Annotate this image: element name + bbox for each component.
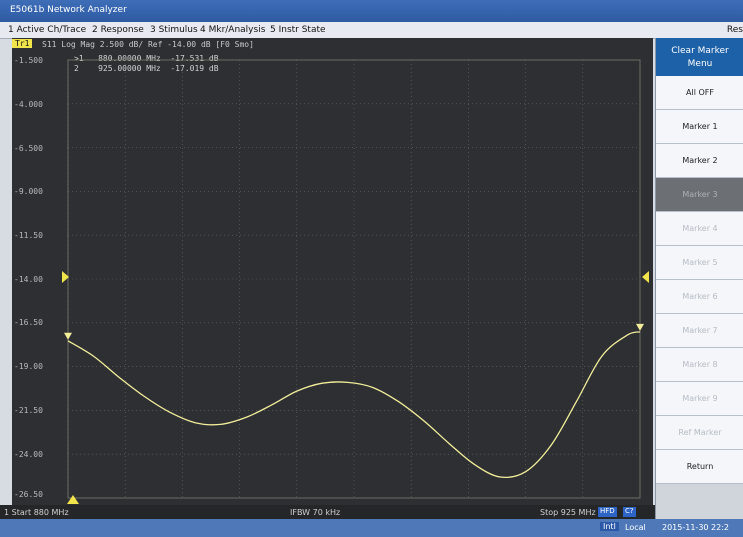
- menu-active-ch-trace[interactable]: 1 Active Ch/Trace: [8, 25, 87, 35]
- y-tick-label: -24.00: [14, 450, 43, 459]
- softkey-return[interactable]: Return: [656, 450, 743, 484]
- y-tick-label: -4.000: [14, 100, 43, 109]
- softkey-menu-title: Clear Marker Menu: [656, 38, 743, 80]
- softkey-marker-8[interactable]: Marker 8: [656, 348, 743, 382]
- softkey-marker-9[interactable]: Marker 9: [656, 382, 743, 416]
- softkey-panel: Clear Marker Menu All OFF Marker 1 Marke…: [655, 38, 743, 519]
- start-frequency[interactable]: 1 Start 880 MHz: [4, 508, 69, 517]
- softkey-marker-3[interactable]: Marker 3: [656, 178, 743, 212]
- ifbw-value[interactable]: IFBW 70 kHz: [290, 508, 341, 517]
- softkey-title-line2: Menu: [687, 59, 713, 69]
- marker-label: 2: [74, 64, 79, 73]
- y-tick-label: -16.50: [14, 318, 43, 327]
- ref-arrow-left-icon[interactable]: [62, 271, 69, 283]
- y-tick-label: -26.50: [14, 490, 43, 499]
- y-tick-label: -14.00: [14, 275, 43, 284]
- softkey-ref-marker[interactable]: Ref Marker: [656, 416, 743, 450]
- stop-frequency[interactable]: Stop 925 MHz: [540, 508, 596, 517]
- start-freq-marker-icon: [67, 495, 79, 504]
- softkey-all-off[interactable]: All OFF: [656, 76, 743, 110]
- softkey-marker-2[interactable]: Marker 2: [656, 144, 743, 178]
- y-tick-label: -19.00: [14, 362, 43, 371]
- menu-bar: 1 Active Ch/Trace 2 Response 3 Stimulus …: [0, 22, 743, 39]
- menu-mkr-analysis[interactable]: 4 Mkr/Analysis: [200, 25, 266, 35]
- taskbar-tag: Intl: [600, 522, 619, 531]
- softkey-marker-5[interactable]: Marker 5: [656, 246, 743, 280]
- marker-1[interactable]: [64, 332, 72, 340]
- grid: [67, 59, 641, 499]
- taskbar-text: Local: [625, 523, 646, 532]
- marker-1-triangle-icon[interactable]: [64, 332, 72, 340]
- menu-instr-state[interactable]: 5 Instr State: [270, 25, 326, 35]
- trace-header: Tr1 S11 Log Mag 2.500 dB/ Ref -14.00 dB …: [12, 38, 653, 52]
- marker-2[interactable]: [636, 323, 644, 331]
- y-tick-label: -11.50: [14, 231, 43, 240]
- marker-value: -17.019 dB: [170, 64, 219, 73]
- ref-arrow-right-icon[interactable]: [642, 271, 649, 283]
- softkey-marker-7[interactable]: Marker 7: [656, 314, 743, 348]
- menu-right-text[interactable]: Res: [726, 25, 743, 35]
- marker-value: -17.531 dB: [170, 54, 219, 63]
- status-tag-c: C?: [623, 507, 636, 517]
- window-title: E5061b Network Analyzer: [10, 5, 127, 15]
- marker-2-triangle-icon[interactable]: [636, 323, 644, 331]
- window-titlebar: E5061b Network Analyzer: [0, 0, 743, 22]
- softkey-title-line1: Clear Marker: [671, 46, 729, 56]
- softkey-blank: [656, 484, 743, 519]
- marker-frequency: 880.00000 MHz: [98, 54, 161, 63]
- marker-2-readout: 2 925.00000 MHz -17.019 dB: [74, 64, 219, 73]
- trace-line: [67, 331, 641, 479]
- taskbar: Intl Local 2015-11-30 22:2: [0, 519, 743, 537]
- trace-header-text: S11 Log Mag 2.500 dB/ Ref -14.00 dB [F0 …: [42, 40, 254, 49]
- trace-id-badge[interactable]: Tr1: [12, 39, 33, 48]
- marker-frequency: 925.00000 MHz: [98, 64, 161, 73]
- y-tick-label: -21.50: [14, 406, 43, 415]
- softkey-marker-1[interactable]: Marker 1: [656, 110, 743, 144]
- plot-border: [67, 59, 641, 499]
- softkey-marker-4[interactable]: Marker 4: [656, 212, 743, 246]
- y-tick-label: -9.000: [14, 187, 43, 196]
- plot-area: Tr1 S11 Log Mag 2.500 dB/ Ref -14.00 dB …: [12, 38, 653, 505]
- plot-svg: [62, 59, 649, 504]
- softkey-marker-6[interactable]: Marker 6: [656, 280, 743, 314]
- menu-stimulus[interactable]: 3 Stimulus: [150, 25, 198, 35]
- status-tag-hfd: HFD: [598, 507, 617, 517]
- marker-label: >1: [74, 54, 84, 63]
- taskbar-datetime: 2015-11-30 22:2: [662, 523, 729, 532]
- y-tick-label: -6.500: [14, 144, 43, 153]
- y-tick-label: -1.500: [14, 56, 43, 65]
- menu-response[interactable]: 2 Response: [92, 25, 144, 35]
- status-bar: 1 Start 880 MHz IFBW 70 kHz Stop 925 MHz…: [0, 505, 655, 519]
- marker-1-readout: >1 880.00000 MHz -17.531 dB: [74, 54, 219, 63]
